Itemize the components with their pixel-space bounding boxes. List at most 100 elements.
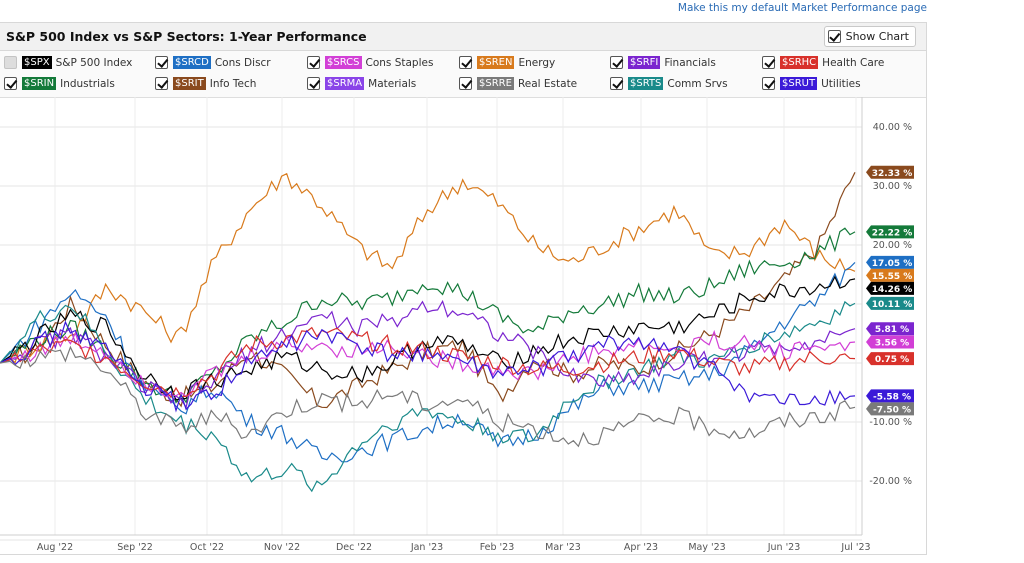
end-label-badge	[866, 165, 914, 179]
x-tick-label: Mar '23	[545, 542, 581, 553]
legend-symbol: $SRUT	[780, 77, 818, 90]
end-label: 22.22 %	[872, 228, 913, 238]
make-default-link[interactable]: Make this my default Market Performance …	[677, 2, 927, 14]
end-label: 14.26 %	[872, 285, 913, 295]
legend-item-srma[interactable]: $SRMA Materials	[307, 77, 416, 90]
legend-name: Real Estate	[517, 77, 578, 90]
x-tick-label: Jun '23	[767, 542, 801, 553]
legend-name: Cons Discr	[214, 56, 271, 69]
series-line-comm-srvs	[0, 300, 856, 493]
legend-name: Financials	[664, 56, 716, 69]
series-line-energy	[0, 172, 856, 364]
performance-panel: S&P 500 Index vs S&P Sectors: 1-Year Per…	[0, 22, 927, 555]
legend-symbol: $SREN	[477, 56, 515, 69]
legend-symbol: $SRIT	[173, 77, 206, 90]
legend-symbol: $SRRE	[477, 77, 514, 90]
legend-item-srfi[interactable]: $SRFI Financials	[610, 56, 716, 69]
end-label: -5.58 %	[873, 392, 911, 402]
end-label-badge	[866, 225, 914, 239]
legend-name: Energy	[518, 56, 556, 69]
x-tick-label: Sep '22	[117, 542, 153, 553]
end-label: 5.81 %	[875, 325, 909, 335]
y-tick-label: -10.00 %	[869, 417, 912, 428]
legend-name: Utilities	[821, 77, 861, 90]
end-label: -7.50 %	[873, 405, 911, 415]
end-label-badge	[866, 322, 914, 336]
legend-symbol: $SRHC	[780, 56, 819, 69]
legend-item-sren[interactable]: $SREN Energy	[459, 56, 555, 69]
x-tick-label: Oct '22	[190, 542, 224, 553]
end-label-badge	[866, 335, 914, 349]
legend-item-srut[interactable]: $SRUT Utilities	[762, 77, 861, 90]
panel-title: S&P 500 Index vs S&P Sectors: 1-Year Per…	[6, 29, 367, 44]
legend-name: Comm Srvs	[667, 77, 728, 90]
x-tick-label: Nov '22	[264, 542, 300, 553]
legend-symbol: $SRCS	[325, 56, 362, 69]
legend-item-srit[interactable]: $SRIT Info Tech	[155, 77, 256, 90]
legend-name: Health Care	[822, 56, 885, 69]
sector-legend: $SPX S&P 500 Index $SRCD Cons Discr $SRCS Con…	[0, 51, 926, 98]
legend-name: Info Tech	[209, 77, 257, 90]
x-tick-label: Feb '23	[480, 542, 515, 553]
end-label-badge	[866, 402, 914, 416]
legend-item-srcs[interactable]: $SRCS Cons Staples	[307, 56, 433, 69]
legend-checkbox[interactable]	[762, 56, 775, 69]
x-tick-label: Dec '22	[336, 542, 372, 553]
legend-checkbox[interactable]	[459, 56, 472, 69]
legend-checkbox[interactable]	[4, 77, 17, 90]
legend-checkbox[interactable]	[155, 56, 168, 69]
legend-item-srin[interactable]: $SRIN Industrials	[4, 77, 115, 90]
end-label-badge	[866, 268, 914, 282]
legend-name: Materials	[368, 77, 417, 90]
x-tick-label: Aug '22	[37, 542, 73, 553]
legend-symbol: $SPX	[22, 56, 52, 69]
legend-name: Industrials	[60, 77, 115, 90]
show-chart-label: Show Chart	[845, 30, 909, 43]
legend-item-spx[interactable]: $SPX S&P 500 Index	[4, 56, 132, 69]
show-chart-checkbox[interactable]	[827, 30, 841, 43]
end-label-badge	[866, 281, 914, 295]
legend-checkbox[interactable]	[762, 77, 775, 90]
legend-symbol: $SRFI	[628, 56, 661, 69]
legend-item-srhc[interactable]: $SRHC Health Care	[762, 56, 884, 69]
panel-header: S&P 500 Index vs S&P Sectors: 1-Year Per…	[0, 23, 926, 51]
end-label: 17.05 %	[872, 259, 913, 269]
legend-symbol: $SRTS	[628, 77, 664, 90]
chart-area: Aug '22 Sep '22 Oct '22 Nov '22 Dec '22 Jan '…	[0, 97, 927, 563]
x-tick-label: Apr '23	[624, 542, 658, 553]
series-line-cons-staples	[0, 329, 856, 398]
legend-item-srcd[interactable]: $SRCD Cons Discr	[155, 56, 271, 69]
end-label: 3.56 %	[875, 338, 909, 348]
x-tick-label: Jan '23	[410, 542, 443, 553]
legend-name: Cons Staples	[365, 56, 434, 69]
series-line-utilities	[0, 320, 856, 413]
y-tick-label: 30.00 %	[873, 181, 912, 192]
legend-checkbox[interactable]	[307, 77, 320, 90]
show-chart-toggle[interactable]: Show Chart	[823, 26, 916, 47]
legend-name: S&P 500 Index	[55, 56, 133, 69]
legend-symbol: $SRIN	[22, 77, 57, 90]
y-tick-label: 20.00 %	[873, 240, 912, 251]
legend-checkbox[interactable]	[610, 77, 623, 90]
legend-item-srre[interactable]: $SRRE Real Estate	[459, 77, 577, 90]
end-label: 15.55 %	[872, 272, 913, 282]
end-label: 32.33 %	[872, 169, 913, 179]
y-tick-label: 40.00 %	[873, 122, 912, 133]
end-label-badge	[866, 389, 914, 403]
series-line-real-estate	[0, 345, 856, 448]
legend-item-srts[interactable]: $SRTS Comm Srvs	[610, 77, 728, 90]
legend-symbol: $SRMA	[325, 77, 365, 90]
legend-checkbox[interactable]	[155, 77, 168, 90]
y-tick-label: -20.00 %	[869, 476, 912, 487]
legend-checkbox[interactable]	[610, 56, 623, 69]
performance-chart: Aug '22 Sep '22 Oct '22 Nov '22 Dec '22 Jan '…	[0, 97, 914, 553]
end-label-badge	[866, 255, 914, 269]
x-tick-label: May '23	[688, 542, 725, 553]
series-line-cons-discr	[0, 261, 856, 463]
x-tick-label: Jul '23	[840, 542, 870, 553]
legend-symbol: $SRCD	[173, 56, 211, 69]
legend-checkbox[interactable]	[307, 56, 320, 69]
legend-checkbox[interactable]	[459, 77, 472, 90]
end-label: 10.11 %	[872, 300, 913, 310]
legend-checkbox[interactable]	[4, 56, 17, 69]
